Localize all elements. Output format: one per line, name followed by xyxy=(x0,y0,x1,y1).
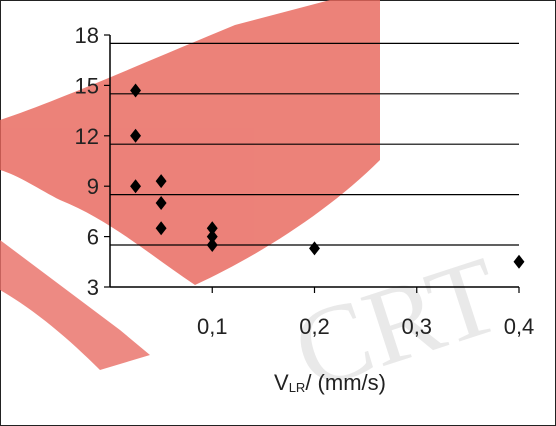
y-tick-label: 9 xyxy=(87,174,99,199)
tick-labels: 3 6 9 12 15 18 0,1 0,2 0,3 0,4 xyxy=(75,23,535,339)
data-points xyxy=(130,83,525,269)
data-point xyxy=(155,174,167,189)
x-tick-label: 0,3 xyxy=(401,314,432,339)
x-axis-title-subscript: LR xyxy=(289,380,306,395)
x-axis-title: VLR/ (mm/s) xyxy=(274,370,386,395)
y-tick-label: 12 xyxy=(75,124,99,149)
data-point xyxy=(130,128,142,143)
data-point xyxy=(206,238,218,252)
data-point xyxy=(130,179,142,194)
gridlines xyxy=(110,42,519,246)
y-tick-label: 6 xyxy=(87,225,99,250)
data-point xyxy=(155,196,167,210)
x-axis-title-main: V xyxy=(274,370,289,395)
data-point xyxy=(206,221,218,236)
data-point xyxy=(513,254,525,269)
axes xyxy=(104,34,520,293)
watermark-shape xyxy=(0,0,380,285)
y-tick-label: 18 xyxy=(75,23,99,48)
y-tick-label: 3 xyxy=(87,275,99,300)
x-tick-label: 0,1 xyxy=(197,314,228,339)
x-axis-title-rest: / (mm/s) xyxy=(305,370,386,395)
data-point xyxy=(206,229,218,244)
data-point xyxy=(155,221,167,236)
data-point xyxy=(130,83,142,98)
y-tick-label: 15 xyxy=(75,73,99,98)
watermark-shape-lower xyxy=(0,240,150,370)
x-tick-label: 0,2 xyxy=(299,314,330,339)
data-point xyxy=(309,241,320,256)
x-tick-label: 0,4 xyxy=(504,314,535,339)
